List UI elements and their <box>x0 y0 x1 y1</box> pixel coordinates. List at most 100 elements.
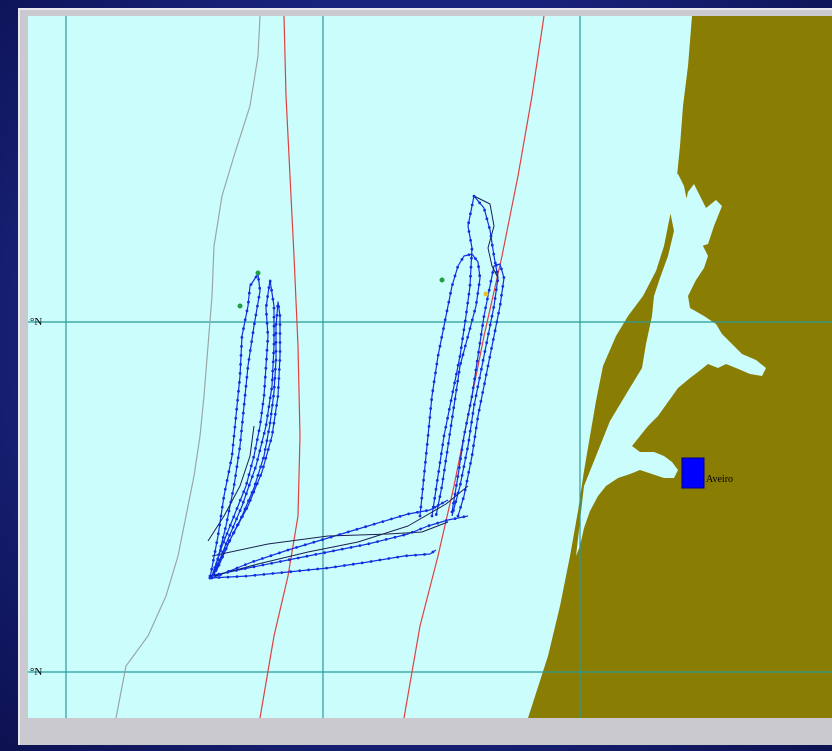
track-sample-point <box>469 274 472 278</box>
track-sample-point <box>465 421 468 425</box>
track-sample-point <box>270 387 273 391</box>
track-sample-point <box>398 515 402 518</box>
track-sample-point <box>279 560 282 563</box>
track-sample-point <box>467 470 471 474</box>
track-sample-point <box>463 319 467 323</box>
track-sample-point <box>241 515 244 518</box>
track-sample-point <box>224 542 228 546</box>
track-sample-point <box>477 265 480 269</box>
track-sample-point <box>257 278 260 281</box>
track-sample-point <box>210 576 214 580</box>
track-sample-point <box>265 312 268 316</box>
track-sample-point <box>451 283 454 286</box>
track-sample-point <box>491 271 495 274</box>
track-sample-point <box>254 313 258 317</box>
track-sample-point <box>407 512 411 516</box>
track-sample-point <box>238 509 242 512</box>
track-sample-point <box>253 466 257 470</box>
track-sample-point <box>239 438 243 442</box>
track-sample-point <box>256 474 260 477</box>
track-sample-point <box>471 386 475 390</box>
track-sample-point <box>238 372 242 375</box>
track-sample-point <box>456 265 459 269</box>
track-sample-point <box>459 482 462 486</box>
track-sample-point <box>463 488 467 492</box>
track-sample-point <box>476 385 480 389</box>
track-sample-point <box>314 553 318 556</box>
track-sample-point <box>490 314 494 318</box>
track-sample-point <box>225 479 229 482</box>
track-sample-point <box>212 558 215 562</box>
track-sample-point <box>268 396 272 400</box>
track-sample-point <box>454 500 458 504</box>
track-sample-point <box>225 532 229 535</box>
track-sample-point <box>272 385 276 389</box>
lat-label-1: °N <box>30 316 43 328</box>
track-sample-point <box>423 469 426 473</box>
track-sample-point <box>278 551 281 555</box>
track-sample-point <box>384 538 388 541</box>
track-sample-point <box>480 367 483 371</box>
track-sample-point <box>390 517 393 521</box>
graticule <box>28 16 832 718</box>
track-sample-point <box>447 300 451 304</box>
track-sample-point <box>265 321 269 325</box>
track-sample-point <box>287 558 291 562</box>
track-sample-point <box>495 320 499 324</box>
track-sample-point <box>266 339 269 343</box>
track-sample-point <box>229 461 233 465</box>
track-sample-point <box>476 417 479 421</box>
track-sample-point <box>252 490 256 494</box>
track-sample-point <box>436 521 439 525</box>
track-sample-point <box>469 265 473 269</box>
track-sample-point <box>272 324 276 328</box>
track-sample-point <box>221 550 225 554</box>
track-sample-point <box>221 555 225 559</box>
track-sample-point <box>442 434 446 438</box>
track-sample-point <box>243 318 247 322</box>
track-sample-point <box>470 318 474 322</box>
track-sample-point <box>402 533 406 537</box>
track-sample-point <box>431 550 435 554</box>
track-sample-point <box>445 309 449 313</box>
track-sample-point <box>478 341 482 345</box>
track-sample-point <box>249 464 253 468</box>
track-sample-point <box>249 283 253 286</box>
track-sample-point <box>270 288 273 292</box>
track-sample-point <box>278 323 282 326</box>
track-sample-point <box>295 546 298 549</box>
track-sample-point <box>219 514 223 518</box>
track-sample-point <box>238 498 242 502</box>
track-sample-point <box>267 405 271 409</box>
track-sample-point <box>405 554 408 558</box>
track-sample-point <box>269 439 273 443</box>
track-sample-point <box>277 305 281 308</box>
track-sample-point <box>271 360 275 364</box>
track-sample-point <box>477 350 480 354</box>
track-sample-point <box>239 363 243 366</box>
track-sample-point <box>244 574 248 578</box>
track-sample-point <box>453 381 456 385</box>
track-sample-point <box>222 496 226 500</box>
track-sample-point <box>221 536 225 539</box>
track-sample-point <box>263 384 267 388</box>
track-sample-point <box>500 293 503 297</box>
track-sample-point <box>257 429 261 433</box>
track-sample-point <box>250 475 254 479</box>
track-sample-point <box>484 373 488 377</box>
track-sample-point <box>340 547 344 551</box>
track-sample-point <box>214 567 218 571</box>
track-sample-point <box>272 351 275 355</box>
track-sample-point <box>452 406 456 410</box>
track-sample-point <box>425 443 429 446</box>
track-sample-point <box>487 288 491 292</box>
track-sample-point <box>273 412 277 416</box>
track-sample-point <box>271 430 274 434</box>
track-sample-point <box>479 399 483 403</box>
track-sample-point <box>376 540 379 543</box>
track-sample-point <box>217 563 221 567</box>
track-sample-point <box>247 473 251 476</box>
track-sample-point <box>278 332 282 335</box>
track-sample-point <box>246 367 250 370</box>
track-sample-point <box>369 560 373 563</box>
